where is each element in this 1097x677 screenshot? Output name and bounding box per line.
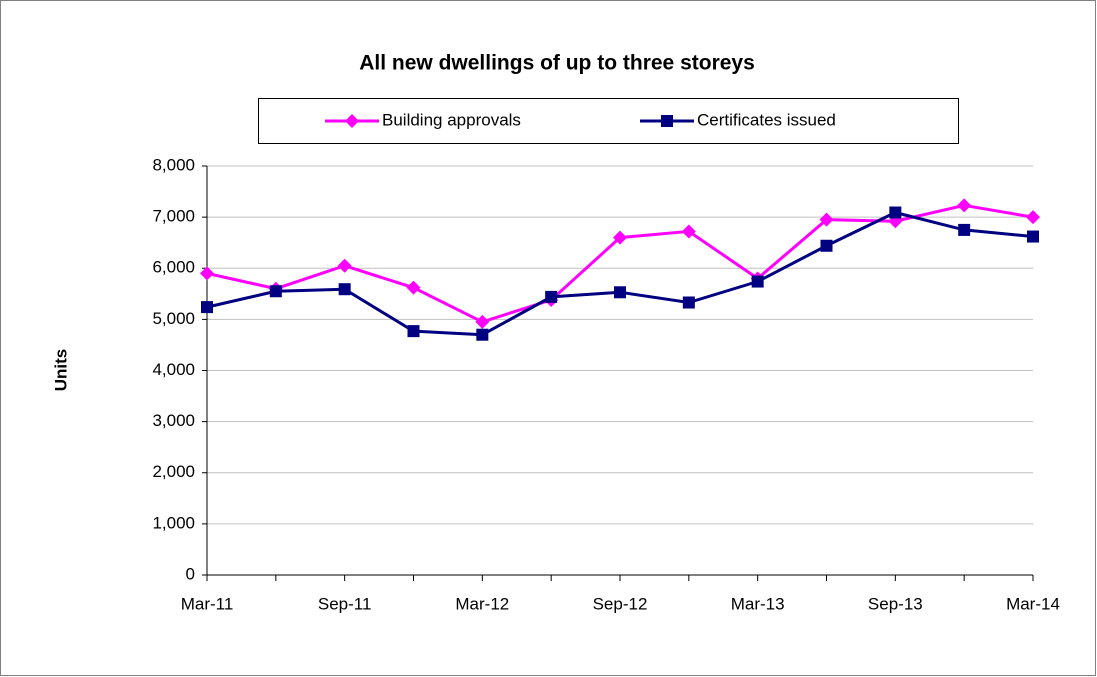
- data-point: [682, 296, 695, 309]
- data-point: [889, 206, 902, 219]
- data-point: [475, 314, 490, 329]
- data-point: [958, 223, 971, 236]
- data-point: [406, 280, 421, 295]
- y-tick-label: 7,000: [152, 207, 195, 226]
- y-tick-label: 3,000: [152, 411, 195, 430]
- data-point: [1027, 230, 1039, 243]
- data-point: [614, 286, 626, 299]
- legend-label: Certificates issued: [697, 110, 836, 129]
- y-tick-label: 5,000: [152, 309, 195, 328]
- data-point: [613, 230, 627, 245]
- x-tick-label: Mar-13: [731, 594, 785, 613]
- y-tick-label: 6,000: [152, 258, 195, 277]
- x-tick-label: Sep-12: [593, 594, 648, 613]
- data-point: [820, 239, 833, 252]
- data-point: [201, 301, 213, 314]
- y-tick-label: 1,000: [152, 513, 195, 532]
- data-point: [681, 224, 696, 239]
- data-point: [545, 290, 558, 303]
- chart-title: All new dwellings of up to three storeys: [359, 52, 755, 75]
- y-tick-label: 4,000: [152, 360, 195, 379]
- data-point: [819, 212, 834, 227]
- y-tick-label: 0: [186, 564, 195, 583]
- y-axis-label: Units: [51, 349, 70, 392]
- y-tick-label: 2,000: [152, 462, 195, 481]
- legend-marker: [345, 114, 359, 128]
- data-point: [751, 275, 764, 288]
- data-point: [269, 285, 282, 298]
- data-point: [407, 325, 420, 338]
- data-point: [476, 328, 489, 341]
- data-point: [200, 266, 214, 281]
- data-point: [1026, 210, 1040, 225]
- legend-marker: [661, 115, 673, 127]
- x-tick-label: Sep-13: [868, 594, 923, 613]
- x-tick-label: Sep-11: [318, 594, 372, 613]
- x-tick-label: Mar-11: [181, 594, 234, 613]
- data-point: [337, 258, 352, 273]
- data-point: [338, 283, 351, 296]
- data-point: [957, 198, 972, 213]
- legend-label: Building approvals: [382, 110, 521, 129]
- x-tick-label: Mar-14: [1006, 594, 1060, 613]
- x-tick-label: Mar-12: [455, 594, 509, 613]
- y-tick-label: 8,000: [152, 155, 195, 174]
